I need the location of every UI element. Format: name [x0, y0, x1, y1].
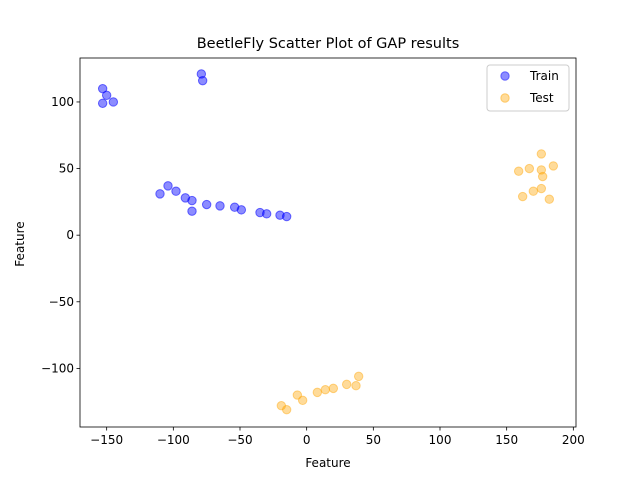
legend-marker-test [500, 93, 510, 103]
data-point [297, 395, 308, 406]
data-point [215, 201, 225, 211]
y-tick-label: 50 [59, 162, 74, 176]
x-tick-label: 0 [303, 433, 311, 447]
data-point [536, 183, 547, 194]
data-point [528, 186, 539, 196]
chart-title: BeetleFly Scatter Plot of GAP results [197, 36, 460, 52]
data-point [201, 199, 212, 210]
data-point [517, 191, 528, 202]
x-tick-label: 200 [562, 433, 585, 447]
x-tick-label: 100 [429, 433, 452, 447]
y-tick-label: −50 [49, 295, 74, 309]
data-point [187, 195, 197, 206]
legend-marker-train [500, 71, 510, 81]
data-point [320, 385, 331, 395]
data-point [236, 205, 247, 215]
x-tick-label: 50 [366, 433, 381, 447]
data-point [353, 371, 364, 382]
x-axis-label: Feature [305, 456, 350, 470]
legend: Train Test [486, 64, 570, 112]
plot-frame [79, 57, 577, 428]
data-point [537, 171, 548, 182]
data-point [276, 400, 287, 411]
data-point [548, 161, 559, 171]
legend-label-train: Train [529, 69, 559, 83]
data-point [171, 186, 181, 196]
data-point [108, 97, 119, 107]
data-point [281, 404, 292, 415]
x-tick-label: −50 [227, 433, 252, 447]
data-point [544, 194, 555, 204]
data-point [536, 149, 547, 159]
x-tick-label: −100 [157, 433, 190, 447]
data-point [281, 211, 292, 222]
y-tick-label: −100 [41, 361, 74, 375]
data-point [524, 163, 535, 174]
data-point [97, 98, 108, 108]
data-point [163, 181, 173, 191]
data-point [513, 166, 524, 176]
x-tick-label: −150 [90, 433, 123, 447]
data-point [328, 383, 339, 394]
legend-label-test: Test [529, 91, 554, 105]
data-point [261, 209, 272, 219]
plot-area: −150 −100 −50 0 50 100 150 200 −100 −50 0 50 100 [41, 57, 585, 447]
data-point [187, 206, 197, 216]
series-train [97, 69, 292, 222]
data-point [292, 390, 303, 400]
data-point [155, 189, 165, 199]
data-point [341, 379, 352, 390]
y-tick-label: 100 [51, 95, 74, 109]
data-point [101, 90, 112, 100]
legend-box [486, 64, 570, 112]
y-axis-label: Feature [13, 221, 27, 266]
data-point [197, 75, 208, 86]
x-tick-label: 150 [495, 433, 518, 447]
data-point [536, 165, 547, 175]
y-tick-label: 0 [66, 228, 74, 242]
data-point [312, 387, 323, 398]
data-point [351, 381, 361, 391]
series-test [276, 149, 559, 415]
